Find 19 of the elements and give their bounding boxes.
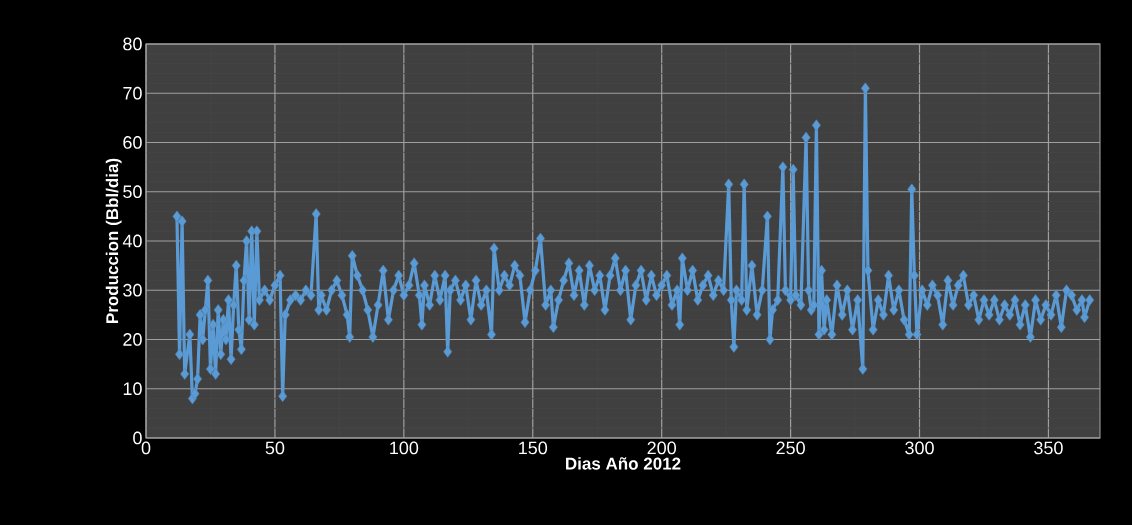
y-tick-label: 60 — [123, 136, 142, 149]
y-tick-label: 70 — [123, 86, 142, 100]
x-axis-title: Dias Año 2012 — [566, 457, 681, 470]
x-tick-label: 50 — [265, 441, 285, 455]
y-tick-label: 30 — [123, 283, 142, 297]
x-tick-label: 200 — [647, 441, 676, 455]
y-tick-label: 80 — [123, 37, 142, 51]
y-tick-label: 0 — [133, 431, 142, 445]
x-tick-label: 300 — [905, 441, 934, 455]
y-tick-label: 50 — [123, 185, 142, 199]
x-tick-label: 0 — [141, 441, 151, 455]
x-tick-label: 100 — [390, 441, 419, 455]
y-tick-label: 10 — [123, 382, 142, 396]
y-tick-label: 40 — [122, 234, 142, 248]
x-tick-label: 350 — [1034, 441, 1063, 455]
x-tick-label: 250 — [776, 441, 805, 455]
y-tick-label: 20 — [123, 333, 142, 346]
y-axis-title: Produccion (Bbl/dia) — [105, 158, 122, 323]
x-tick-label: 150 — [519, 441, 548, 455]
